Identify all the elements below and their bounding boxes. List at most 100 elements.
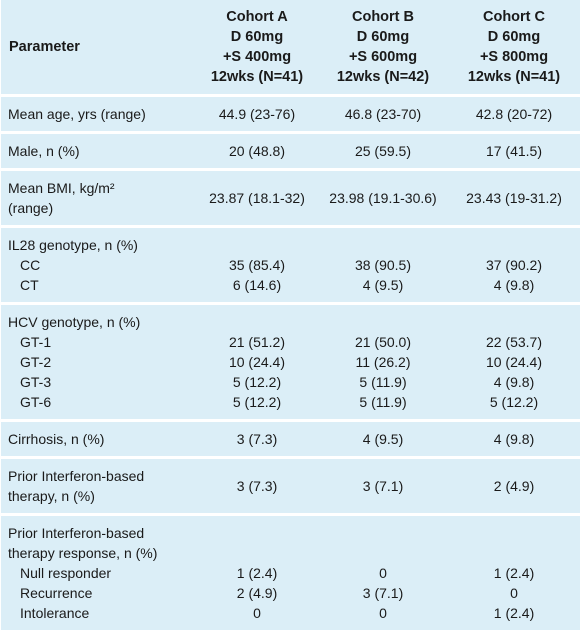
group-row: Prior Interferon-based therapy, n (%) 3 (7… — [1, 457, 580, 516]
cell-values: 35 (85.4) 6 (14.6) — [196, 226, 318, 305]
cell-value: 3 (7.3) — [196, 420, 318, 459]
header-line: D 60mg — [487, 29, 541, 45]
row-label: Prior Interferon-based therapy, n (%) — [1, 457, 196, 516]
cell-values: 1 (2.4) 0 1 (2.4) — [448, 514, 580, 633]
sub-label: Recurrence — [20, 585, 93, 601]
cell-value: 4 (9.5) — [318, 420, 448, 459]
cell-values: 21 (51.2) 10 (24.4) 5 (12.2) 5 (12.2) — [196, 303, 318, 422]
cell-value: 44.9 (23-76) — [196, 95, 318, 134]
cell-value: 1 (2.4) — [493, 565, 535, 581]
header-line: +S 600mg — [348, 49, 418, 65]
label-line: therapy, n (%) — [8, 488, 95, 504]
row-label: Mean BMI, kg/m² (range) — [1, 169, 196, 228]
header-parameter: Parameter — [1, 0, 196, 97]
label-line: Mean BMI, kg/m² — [8, 180, 115, 196]
spacer — [452, 312, 576, 332]
label-line: Mean age, yrs (range) — [8, 106, 146, 122]
cell-values: 22 (53.7) 10 (24.4) 4 (9.8) 5 (12.2) — [448, 303, 580, 422]
cell-value: 0 — [510, 585, 518, 601]
cell-value: 22 (53.7) — [485, 334, 543, 350]
cell-value: 3 (7.3) — [196, 457, 318, 516]
header-line: 12wks (N=41) — [467, 69, 561, 85]
cell-value: 21 (51.2) — [228, 334, 286, 350]
cell-value: 4 (9.8) — [493, 277, 535, 293]
label-line: Male, n (%) — [8, 143, 80, 159]
spacer — [322, 235, 444, 255]
header-row: Parameter Cohort A D 60mg +S 400mg 12wks (N… — [1, 0, 580, 97]
cell-value: 46.8 (23-70) — [318, 95, 448, 134]
label-line: (range) — [8, 200, 54, 216]
header-line: +S 400mg — [222, 49, 292, 65]
sub-label: GT-6 — [20, 394, 52, 410]
cell-value: 0 — [379, 605, 387, 621]
cell-value: 23.43 (19-31.2) — [448, 169, 580, 228]
label-line: Cirrhosis, n (%) — [8, 431, 105, 447]
cell-value: 2 (4.9) — [236, 585, 278, 601]
cell-value: 6 (14.6) — [232, 277, 282, 293]
cell-values: 0 3 (7.1) 0 — [318, 514, 448, 633]
header-line: D 60mg — [356, 29, 410, 45]
header-line: Cohort A — [226, 9, 288, 25]
cell-value: 1 (2.4) — [493, 605, 535, 621]
header-line: +S 800mg — [479, 49, 549, 65]
row-label: Prior Interferon-based therapy response, … — [1, 514, 196, 633]
cell-value: 5 (12.2) — [232, 394, 282, 410]
sub-label: GT-2 — [20, 354, 52, 370]
group-row: Mean age, yrs (range) 44.9 (23-76) 46.8 (2… — [1, 95, 580, 134]
cell-value: 37 (90.2) — [485, 257, 543, 273]
row-label: Male, n (%) — [1, 132, 196, 171]
header-line: Cohort B — [351, 9, 414, 25]
spacer — [452, 235, 576, 255]
header-line: 12wks (N=41) — [210, 69, 304, 85]
spacer — [322, 523, 444, 543]
cell-value: 42.8 (20-72) — [448, 95, 580, 134]
cell-value: 3 (7.1) — [318, 457, 448, 516]
cell-value: 5 (11.9) — [359, 374, 407, 390]
cell-value: 11 (26.2) — [355, 354, 411, 370]
sub-label: GT-1 — [20, 334, 52, 350]
cell-value: 5 (12.2) — [232, 374, 282, 390]
cell-value: 5 (11.9) — [359, 394, 407, 410]
group-row: IL28 genotype, n (%) CC CT 35 (85.4) 6 (14.6… — [1, 226, 580, 305]
cell-values: 1 (2.4) 2 (4.9) 0 — [196, 514, 318, 633]
label-line: HCV genotype, n (%) — [8, 314, 141, 330]
cell-value: 2 (4.9) — [448, 457, 580, 516]
cell-values: 38 (90.5) 4 (9.5) — [318, 226, 448, 305]
group-row: Male, n (%) 20 (48.8) 25 (59.5) 17 (41.5) — [1, 132, 580, 171]
cell-value: 10 (24.4) — [228, 354, 286, 370]
cell-value: 17 (41.5) — [448, 132, 580, 171]
sub-label: CC — [20, 257, 41, 273]
cell-value: 23.87 (18.1-32) — [196, 169, 318, 228]
header-cohort: Cohort B D 60mg +S 600mg 12wks (N=42) — [318, 0, 448, 97]
cell-value: 25 (59.5) — [318, 132, 448, 171]
cell-value: 5 (12.2) — [489, 394, 539, 410]
group-row: HCV genotype, n (%) GT-1 GT-2 GT-3 GT-6 21 (5… — [1, 303, 580, 422]
row-label: Cirrhosis, n (%) — [1, 420, 196, 459]
cell-value: 21 (50.0) — [354, 334, 412, 350]
cell-value: 0 — [253, 605, 261, 621]
spacer — [322, 543, 444, 563]
spacer — [322, 312, 444, 332]
header-line: 12wks (N=42) — [336, 69, 430, 85]
cell-values: 37 (90.2) 4 (9.8) — [448, 226, 580, 305]
sub-label: Intolerance — [20, 605, 90, 621]
group-row: Cirrhosis, n (%) 3 (7.3) 4 (9.5) 4 (9.8) — [1, 420, 580, 459]
cell-value: 3 (7.1) — [362, 585, 404, 601]
spacer — [200, 235, 314, 255]
cell-value: 35 (85.4) — [228, 257, 286, 273]
cell-value: 4 (9.5) — [362, 277, 404, 293]
spacer — [452, 523, 576, 543]
group-row: Prior Interferon-based therapy response, … — [1, 514, 580, 633]
header-cohort: Cohort C D 60mg +S 800mg 12wks (N=41) — [448, 0, 580, 97]
cell-value: 4 (9.8) — [493, 374, 535, 390]
cell-value: 4 (9.8) — [448, 420, 580, 459]
row-label: HCV genotype, n (%) GT-1 GT-2 GT-3 GT-6 — [1, 303, 196, 422]
sub-label: GT-3 — [20, 374, 52, 390]
cell-value: 23.98 (19.1-30.6) — [318, 169, 448, 228]
header-cohort: Cohort A D 60mg +S 400mg 12wks (N=41) — [196, 0, 318, 97]
spacer — [200, 523, 314, 543]
spacer — [452, 543, 576, 563]
cell-values: 21 (50.0) 11 (26.2) 5 (11.9) 5 (11.9) — [318, 303, 448, 422]
